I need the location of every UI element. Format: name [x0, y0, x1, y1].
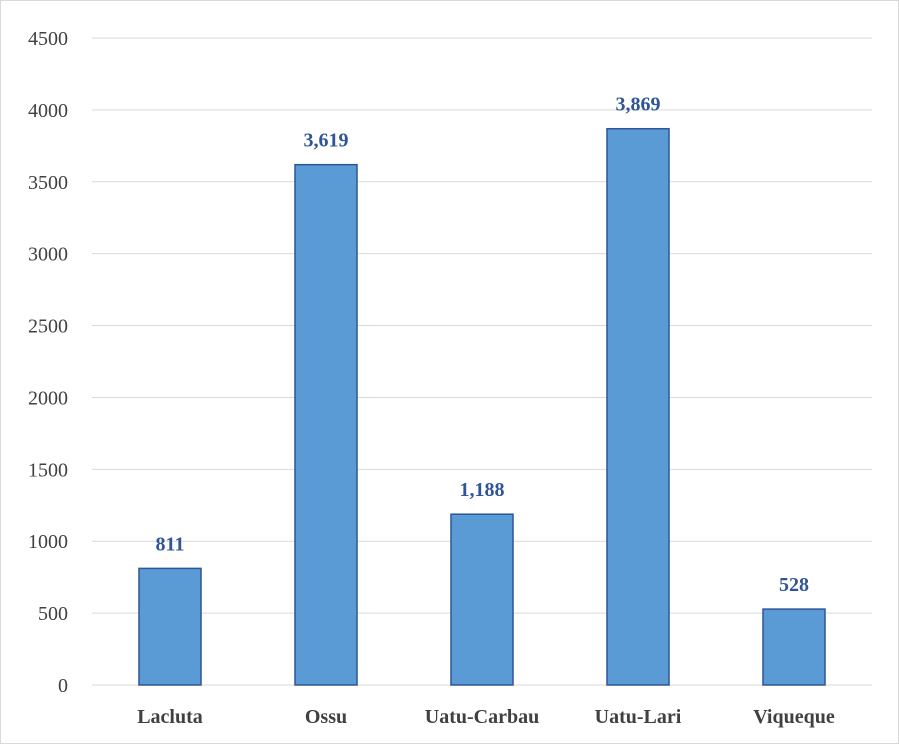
y-axis-ticks: 0 500 1000 1500 2000 2500 3000 3500 4000 4500: [28, 28, 68, 697]
y-tick-label: 4500: [28, 28, 68, 50]
bar-ossu: [294, 163, 358, 686]
bar-uatu-carbau: [450, 513, 514, 686]
x-category-label: Uatu-Carbau: [425, 706, 539, 728]
y-tick-label: 3000: [28, 244, 68, 266]
bar-uatu-lari: [606, 127, 670, 686]
y-tick-label: 1000: [28, 531, 68, 553]
x-axis-categories: Lacluta Ossu Uatu-Carbau Uatu-Lari Viqueque: [137, 706, 835, 728]
data-label: 528: [779, 574, 809, 596]
data-label: 1,188: [460, 479, 505, 501]
x-category-label: Uatu-Lari: [595, 706, 682, 728]
x-category-label: Viqueque: [753, 706, 835, 728]
x-category-label: Ossu: [305, 706, 347, 728]
data-labels: 811 3,619 1,188 3,869 528: [156, 94, 809, 596]
y-tick-label: 4000: [28, 100, 68, 122]
y-tick-label: 1500: [28, 459, 68, 481]
bar-lacluta: [138, 567, 202, 686]
y-tick-label: 2500: [28, 316, 68, 338]
bars: [138, 127, 826, 686]
y-tick-label: 0: [58, 675, 68, 697]
data-label: 3,619: [304, 130, 349, 152]
gridlines: [92, 37, 872, 686]
data-label: 811: [156, 533, 185, 555]
bar-viqueque: [762, 608, 826, 686]
y-tick-label: 2000: [28, 387, 68, 409]
y-tick-label: 500: [38, 603, 68, 625]
data-label: 3,869: [616, 94, 661, 116]
x-category-label: Lacluta: [137, 706, 203, 728]
y-tick-label: 3500: [28, 172, 68, 194]
